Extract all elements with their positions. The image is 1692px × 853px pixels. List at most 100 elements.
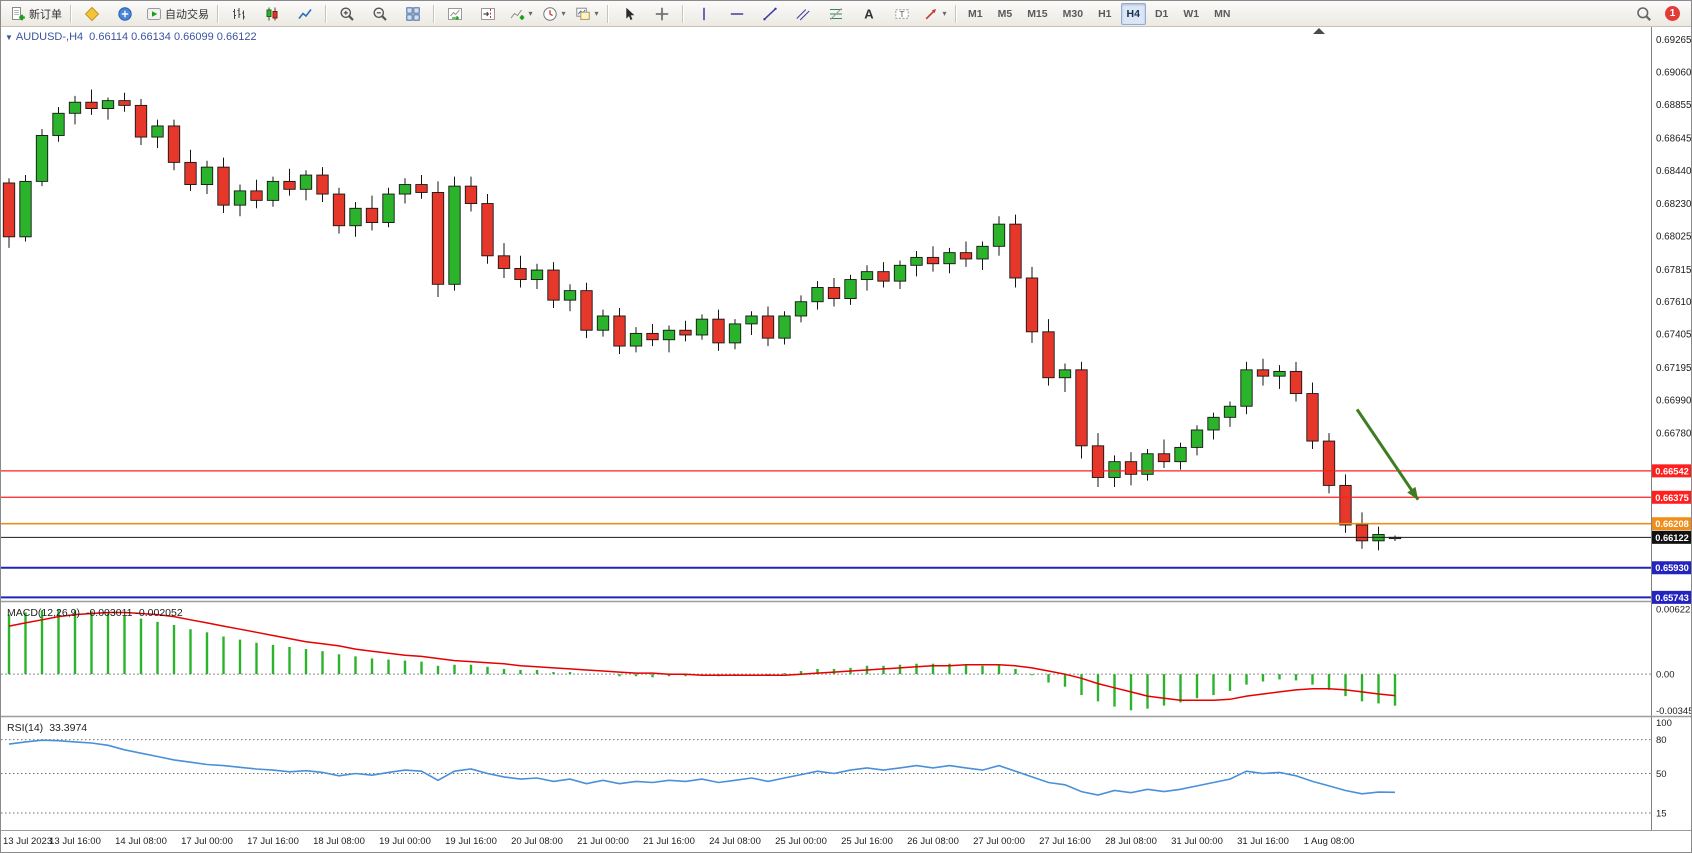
indicators-button[interactable]: ▾ [505, 2, 537, 26]
price-axis-label: 0.68230 [1656, 199, 1692, 210]
timeframe-m30-button[interactable]: M30 [1062, 7, 1084, 20]
price-axis-label: 0.68440 [1656, 166, 1692, 177]
candle-down [1025, 277, 1039, 333]
arrow-object[interactable] [1355, 408, 1420, 501]
horizontal-line-icon [729, 6, 745, 22]
candle-up [860, 271, 874, 281]
templates-icon [575, 6, 591, 22]
price-axis-label: 0.67815 [1656, 265, 1692, 276]
toolbar-separator [433, 4, 435, 23]
periods-button[interactable]: ▾ [538, 2, 570, 26]
text-button[interactable]: A [853, 2, 885, 26]
candle-down [1339, 484, 1352, 526]
price-axis[interactable]: 0.69265 0.69060 0.68855 0.68645 0.68440 0.682… [1656, 35, 1692, 439]
templates-button[interactable]: ▾ [571, 2, 603, 26]
toolbar-separator [70, 4, 72, 23]
vertical-line-icon [696, 6, 712, 22]
chart-canvas[interactable]: 0.69265 0.69060 0.68855 0.68645 0.68440 0.682… [1, 27, 1692, 853]
price-axis-label: 0.68855 [1656, 100, 1692, 111]
candle-down [415, 184, 428, 193]
price-tag [1652, 590, 1691, 604]
candle-up [992, 223, 1006, 247]
timeframe-h4-button[interactable]: H4 [1120, 2, 1146, 25]
price-tag-text: 0.66122 [1655, 533, 1689, 543]
candle-down [761, 315, 775, 339]
timeframe-w1-button[interactable]: W1 [1183, 7, 1200, 20]
timeframe-m15-button[interactable]: M15 [1027, 7, 1048, 20]
label-button[interactable]: T [886, 2, 918, 26]
chart-shift-marker-icon[interactable] [1313, 28, 1325, 34]
autotrading-icon [146, 6, 162, 22]
channel-button[interactable] [787, 2, 819, 26]
candles-chart-button[interactable] [256, 2, 288, 26]
tile-windows-icon [405, 6, 421, 22]
candle-up [1058, 369, 1072, 379]
search-button[interactable] [1628, 2, 1660, 26]
candle-down [365, 207, 379, 224]
auto-scroll-button[interactable] [439, 2, 471, 26]
zoom-in-button[interactable] [331, 2, 363, 26]
arrows-button[interactable]: ▾ [919, 2, 951, 26]
autotrading-button[interactable]: 自动交易 [142, 2, 213, 26]
time-axis-label: 17 Jul 16:00 [247, 836, 299, 847]
macd-axis-label: 0.006222 [1656, 605, 1692, 616]
zoom-out-button[interactable] [364, 2, 396, 26]
candle-up [976, 245, 989, 260]
tile-windows-button[interactable] [397, 2, 429, 26]
candle-down [118, 100, 131, 106]
candle-down [514, 268, 527, 281]
time-axis-label: 13 Jul 2023 [3, 836, 52, 847]
candle-down [547, 269, 560, 301]
candle-up [811, 287, 824, 303]
candle-down [877, 271, 890, 282]
candle-down [431, 192, 445, 285]
metaeditor-button[interactable] [76, 2, 108, 26]
data-window-button[interactable] [109, 2, 141, 26]
candle-up [910, 256, 923, 266]
timeframe-m5-button[interactable]: M5 [997, 7, 1013, 20]
time-axis-label: 31 Jul 00:00 [1171, 836, 1223, 847]
svg-text:A: A [864, 6, 874, 21]
candle-down [497, 255, 511, 269]
candle-up [448, 185, 461, 285]
crosshair-button[interactable] [646, 2, 678, 26]
timeframe-h1-button[interactable]: H1 [1098, 7, 1112, 20]
one-click-trading-toggle-icon[interactable]: ▼ [5, 33, 13, 42]
price-tags: 0.66542 0.66375 0.66208 0.65930 0.65743 0.661… [1652, 464, 1691, 604]
candle-up [349, 207, 362, 227]
zoom-out-icon [372, 6, 388, 22]
candle-up [398, 184, 412, 195]
bars-chart-button[interactable] [223, 2, 255, 26]
candle-up [844, 279, 857, 300]
price-tag-text: 0.66208 [1655, 519, 1689, 529]
timeframe-mn-button[interactable]: MN [1214, 7, 1231, 20]
candle-down [184, 161, 197, 186]
candle-up [266, 180, 280, 201]
line-chart-button[interactable] [289, 2, 321, 26]
timeframe-m1-button[interactable]: M1 [968, 7, 983, 20]
new-order-button[interactable]: 新订单 [6, 2, 66, 26]
vertical-line-button[interactable] [688, 2, 720, 26]
price-tag [1652, 517, 1691, 531]
fibonacci-button[interactable] [820, 2, 852, 26]
price-axis-label: 0.67195 [1656, 363, 1692, 374]
candle-down [1075, 369, 1088, 447]
price-tag [1652, 561, 1691, 575]
new-order-button-label: 新订单 [29, 8, 62, 21]
price-axis-label: 0.68025 [1656, 232, 1692, 243]
timeframe-d1-button[interactable]: D1 [1154, 7, 1169, 20]
price-tag [1652, 490, 1691, 504]
candle-down [926, 256, 940, 265]
price-axis-label: 0.68645 [1656, 133, 1692, 144]
chart-shift-button[interactable] [472, 2, 504, 26]
candle-down [679, 329, 692, 336]
trendline-button[interactable] [754, 2, 786, 26]
cursor-button[interactable] [613, 2, 645, 26]
horizontal-line-button[interactable] [721, 2, 753, 26]
time-axis-label: 24 Jul 08:00 [709, 836, 761, 847]
rsi-line [8, 739, 1396, 796]
price-tag [1652, 464, 1691, 478]
price-axis-label: 0.69265 [1656, 35, 1692, 46]
notification-badge[interactable]: 1 [1665, 6, 1680, 21]
